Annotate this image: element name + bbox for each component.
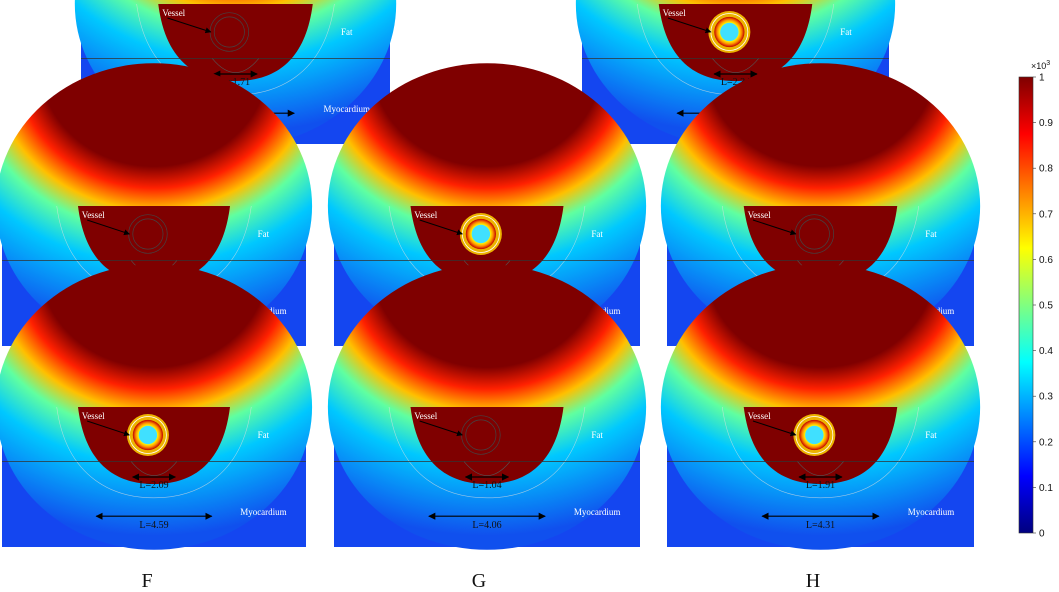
vessel-label: Vessel xyxy=(748,210,771,220)
panel-g: Vessel Fat Myocardium L=1.04 L=4.06 G xyxy=(327,264,647,592)
colorbar-tick-label: 0.9 xyxy=(1039,118,1053,129)
fat-label: Fat xyxy=(591,430,603,440)
panel-grid: VesselFatMyocardiumL=1.71L=4.46AVesselFa… xyxy=(0,0,981,592)
fat-label: Fat xyxy=(258,229,270,239)
fat-label: Fat xyxy=(925,229,937,239)
colorbar-multiplier: ×103 xyxy=(1031,60,1050,71)
vessel xyxy=(459,213,502,255)
myocardium-label: Myocardium xyxy=(908,507,955,517)
vessel-label: Vessel xyxy=(748,411,771,421)
colorbar-tick-label: 0 xyxy=(1039,529,1045,540)
lesion-core xyxy=(78,206,230,283)
vessel-pointer-arrow xyxy=(752,420,797,437)
heat-field xyxy=(327,63,647,349)
vessel xyxy=(126,414,169,456)
colorbar-tick-label: 0.2 xyxy=(1039,437,1053,448)
colorbar-gradient xyxy=(1018,76,1034,534)
lesion-depth-label: L=2.34 xyxy=(721,77,750,88)
lesion-depth-label: L=2.09 xyxy=(139,480,168,491)
lesion-width-label: L=4.31 xyxy=(806,520,835,531)
colorbar-tick-label: 0.3 xyxy=(1039,392,1053,403)
colorbar-tick-label: 0.7 xyxy=(1039,209,1053,220)
panel-f: Vessel Fat Myocardium L=2.09 L=4.59 F xyxy=(0,264,313,592)
myocardium-label: Myocardium xyxy=(240,507,287,517)
isotherm-contour xyxy=(56,406,252,499)
fat-label: Fat xyxy=(840,27,852,37)
vessel-pointer-arrow xyxy=(167,17,212,34)
vessel-pointer-arrow xyxy=(419,420,463,437)
fat-label: Fat xyxy=(258,430,270,440)
fat-label: Fat xyxy=(341,27,353,37)
colorbar-tick-label: 0.4 xyxy=(1039,346,1053,357)
colorbar: 0 0.1 0.2 0.3 0.4 0.5 0.6 0.7 0.8 0.9 1 ×103 xyxy=(1018,60,1053,540)
panel-h: Vessel Fat Myocardium L=1.91 L=4.31 H xyxy=(660,264,981,592)
panel-letter: F xyxy=(141,570,152,592)
colorbar-tick-label: 0.5 xyxy=(1039,301,1053,312)
heat-field xyxy=(660,63,981,349)
vessel-pointer-arrow xyxy=(667,17,712,34)
vessel-label: Vessel xyxy=(414,411,437,421)
panel-letter: H xyxy=(806,570,820,592)
vessel xyxy=(708,11,751,53)
fat-label: Fat xyxy=(591,229,603,239)
vessel-label: Vessel xyxy=(663,8,686,18)
lesion-core xyxy=(158,4,313,81)
panel-letter: G xyxy=(472,570,486,592)
colorbar-tick-label: 0.1 xyxy=(1039,483,1053,494)
lesion-depth-label: L=1.04 xyxy=(472,480,501,491)
vessel-label: Vessel xyxy=(82,411,105,421)
fat-label: Fat xyxy=(925,430,937,440)
lesion-width-label: L=4.06 xyxy=(472,520,501,531)
lesion-width-label: L=4.59 xyxy=(139,520,168,531)
isotherm-contour xyxy=(721,406,920,499)
vessel-pointer-arrow xyxy=(419,219,463,236)
lesion-core xyxy=(410,407,564,484)
vessel-pointer-arrow xyxy=(752,219,797,236)
vessel-pointer-arrow xyxy=(86,219,131,236)
vessel-label: Vessel xyxy=(82,210,105,220)
colorbar-tick-label: 0.6 xyxy=(1039,255,1053,266)
lesion-depth-label: L=1.91 xyxy=(806,480,835,491)
isotherm-contour xyxy=(388,406,586,499)
colorbar-tick-label: 0.8 xyxy=(1039,164,1053,175)
vessel-pointer-arrow xyxy=(86,420,131,437)
vessel-label: Vessel xyxy=(414,210,437,220)
lesion-core xyxy=(743,206,898,283)
myocardium-label: Myocardium xyxy=(574,507,621,517)
myocardium-label: Myocardium xyxy=(323,104,370,114)
lesion-depth-label: L=1.71 xyxy=(221,77,250,88)
vessel-label: Vessel xyxy=(162,8,185,18)
colorbar-tick-label: 1 xyxy=(1039,73,1045,84)
vessel xyxy=(793,414,836,456)
